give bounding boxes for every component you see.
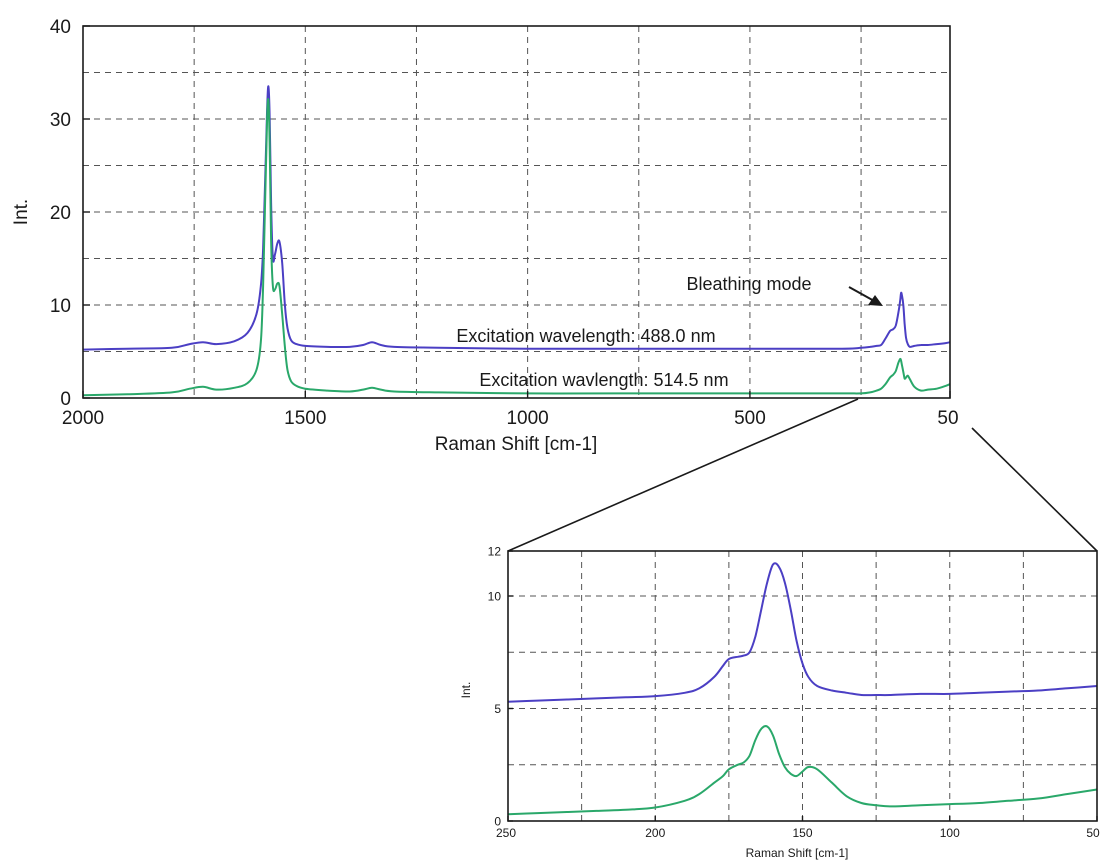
inset-x-axis-label: Raman Shift [cm-1] [746,846,849,860]
zoom-connector-left [507,398,859,552]
main-ticks [82,25,951,399]
x-tick-label: 50 [937,408,958,429]
x-tick-label: 200 [645,826,665,840]
y-tick-label: 10 [50,296,71,317]
annotation-488nm: Excitation wavelength: 488.0 nm [456,326,715,346]
main-y-axis-label: Int. [11,199,32,225]
x-tick-label: 250 [496,826,516,840]
y-tick-label: 0 [60,389,71,410]
main-x-axis-label: Raman Shift [cm-1] [435,434,598,455]
series-line-1 [507,725,1098,816]
x-tick-label: 100 [940,826,960,840]
x-tick-label: 2000 [62,408,104,429]
inset-y-axis-label: Int. [459,682,473,699]
series-line-0 [507,562,1098,703]
x-tick-label: 1000 [506,408,548,429]
y-tick-label: 5 [494,702,501,716]
y-tick-label: 0 [494,814,501,828]
x-tick-label: 500 [734,408,766,429]
main-raman-chart: 2000 1500 1000 500 50 0 10 20 30 40 Raman Shift … [11,17,959,455]
y-tick-label: 10 [488,589,502,603]
main-x-tick-labels: 2000 1500 1000 500 50 [62,408,959,429]
zoom-connector-right [971,427,1098,552]
main-y-tick-labels: 0 10 20 30 40 [50,17,71,410]
annotation-514nm: Excitation wavlength: 514.5 nm [479,370,728,390]
inset-ticks [507,550,1098,822]
inset-x-tick-labels: 250 200 150 100 50 [496,826,1100,840]
main-series-group [82,85,951,397]
main-grid [83,26,950,398]
zoom-connectors [507,398,1098,552]
y-tick-label: 30 [50,110,71,131]
x-tick-label: 1500 [284,408,326,429]
series-line-1 [82,98,951,397]
inset-raman-chart: 250 200 150 100 50 0 5 10 12 Raman Shift [cm-1]… [459,544,1100,860]
y-tick-label: 20 [50,203,71,224]
y-tick-label: 12 [488,544,502,558]
inset-series-group [507,562,1098,816]
x-tick-label: 50 [1086,826,1100,840]
series-line-0 [82,85,951,351]
breathing-mode-arrow [848,286,883,306]
x-tick-label: 150 [792,826,812,840]
y-tick-label: 40 [50,17,71,38]
annotation-breathing-mode: Bleathing mode [686,274,811,294]
inset-grid [508,551,1097,821]
inset-y-tick-labels: 0 5 10 12 [488,544,502,828]
